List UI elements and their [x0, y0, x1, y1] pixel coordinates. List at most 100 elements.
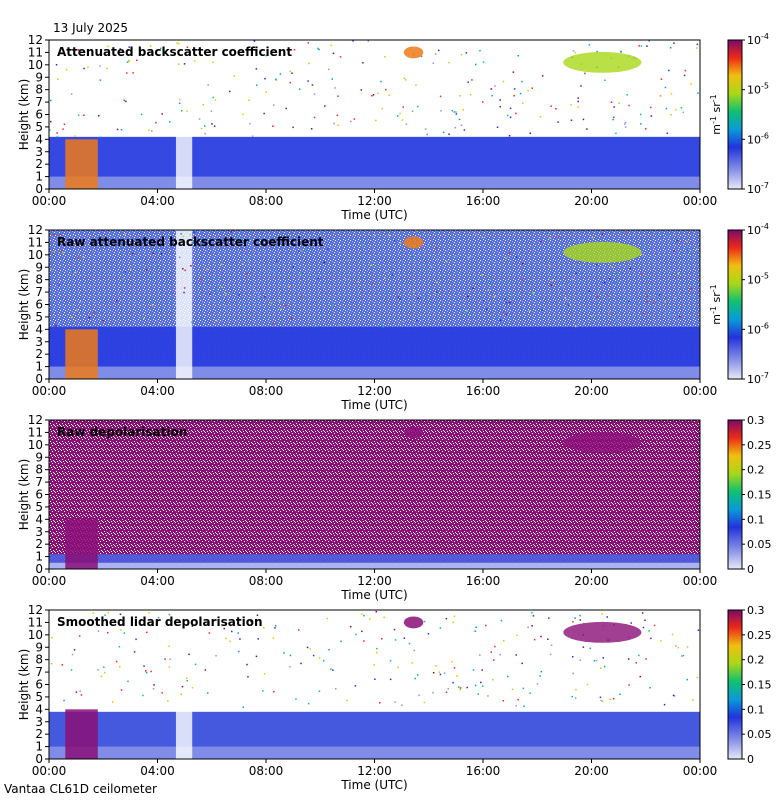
speckle-point	[292, 243, 294, 246]
speckle-point	[609, 698, 611, 700]
speckle-point	[126, 61, 129, 63]
speckle-point	[124, 233, 126, 235]
speckle-point	[577, 97, 579, 99]
speckle-point	[256, 614, 259, 616]
speckle-point	[672, 694, 675, 697]
speckle-point	[511, 688, 514, 691]
speckle-point	[186, 46, 189, 48]
speckle-point	[133, 651, 136, 653]
heatmap-field	[49, 420, 700, 569]
speckle-point	[207, 84, 209, 86]
y-tick-label: 10	[28, 438, 43, 452]
speckle-point	[370, 264, 373, 266]
speckle-point	[189, 233, 191, 236]
speckle-point	[335, 688, 337, 690]
speckle-point	[186, 677, 188, 679]
speckle-point	[105, 240, 107, 242]
speckle-point	[671, 633, 674, 636]
speckle-point	[512, 71, 515, 73]
speckle-point	[624, 126, 627, 128]
speckle-point	[492, 679, 494, 681]
speckle-point	[459, 95, 461, 97]
speckle-point	[539, 116, 542, 118]
speckle-point	[502, 700, 505, 702]
colorbar-tick-label: 0.3	[747, 414, 765, 427]
speckle-point	[569, 282, 571, 284]
colorbar-tick-label: 0.1	[747, 513, 765, 526]
speckle-point	[624, 232, 626, 235]
speckle-point	[168, 613, 171, 616]
speckle-point	[527, 89, 529, 92]
speckle-point	[582, 118, 585, 121]
speckle-point	[186, 680, 188, 682]
speckle-point	[452, 236, 454, 238]
speckle-point	[460, 124, 463, 126]
speckle-point	[367, 40, 369, 42]
speckle-point	[404, 79, 407, 81]
speckle-point	[670, 114, 672, 116]
speckle-point	[322, 660, 325, 662]
speckle-point	[304, 249, 307, 251]
cirrus-feature	[403, 426, 424, 439]
low-cloud-feature	[65, 329, 98, 379]
speckle-point	[140, 113, 143, 116]
speckle-point	[360, 89, 362, 91]
speckle-point	[264, 77, 266, 80]
speckle-point	[664, 301, 666, 303]
speckle-point	[83, 114, 85, 116]
speckle-point	[673, 695, 676, 697]
speckle-point	[380, 80, 382, 83]
speckle-point	[179, 256, 181, 259]
speckle-point	[664, 312, 666, 314]
speckle-point	[533, 638, 536, 641]
speckle-point	[300, 273, 302, 275]
speckle-point	[295, 698, 297, 700]
speckle-point	[292, 266, 295, 268]
y-tick-label: 10	[28, 248, 43, 262]
cirrus-feature	[563, 621, 642, 643]
colorbar-tick-exponent: -5	[761, 272, 769, 281]
speckle-point	[156, 265, 159, 267]
speckle-point	[363, 640, 365, 642]
y-tick-label: 7	[35, 95, 43, 109]
x-tick-label: 16:00	[466, 574, 501, 588]
speckle-point	[481, 669, 483, 671]
speckle-point	[53, 251, 56, 253]
y-tick-label: 2	[35, 157, 43, 171]
speckle-point	[384, 277, 386, 279]
speckle-point	[92, 612, 94, 614]
x-axis: 00:00 04:00 08:00 12:00 16:00 20:00 00:00	[32, 759, 717, 778]
speckle-point	[145, 670, 147, 672]
speckle-point	[447, 688, 449, 690]
speckle-point	[413, 649, 415, 652]
speckle-point	[454, 255, 456, 258]
speckle-point	[388, 234, 391, 237]
near-ground-band	[49, 366, 700, 379]
y-tick-label: 0	[35, 752, 43, 766]
speckle-point	[628, 300, 630, 303]
speckle-point	[628, 104, 630, 107]
speckle-point	[677, 272, 679, 275]
speckle-point	[63, 123, 66, 126]
speckle-point	[107, 611, 109, 614]
speckle-point	[485, 624, 487, 627]
speckle-point	[540, 670, 543, 673]
speckle-point	[453, 111, 456, 113]
speckle-point	[381, 107, 383, 110]
speckle-point	[77, 114, 80, 116]
speckle-point	[61, 664, 64, 666]
speckle-point	[71, 316, 73, 319]
x-tick-label: 00:00	[683, 574, 718, 588]
speckle-point	[49, 277, 51, 280]
speckle-point	[550, 105, 552, 107]
speckle-point	[211, 123, 213, 125]
speckle-point	[181, 110, 183, 112]
speckle-point	[293, 48, 296, 51]
speckle-point	[491, 94, 493, 97]
speckle-point	[318, 690, 321, 693]
speckle-point	[596, 50, 598, 53]
speckle-point	[474, 630, 476, 632]
speckle-point	[661, 235, 663, 238]
speckle-point	[615, 272, 618, 275]
